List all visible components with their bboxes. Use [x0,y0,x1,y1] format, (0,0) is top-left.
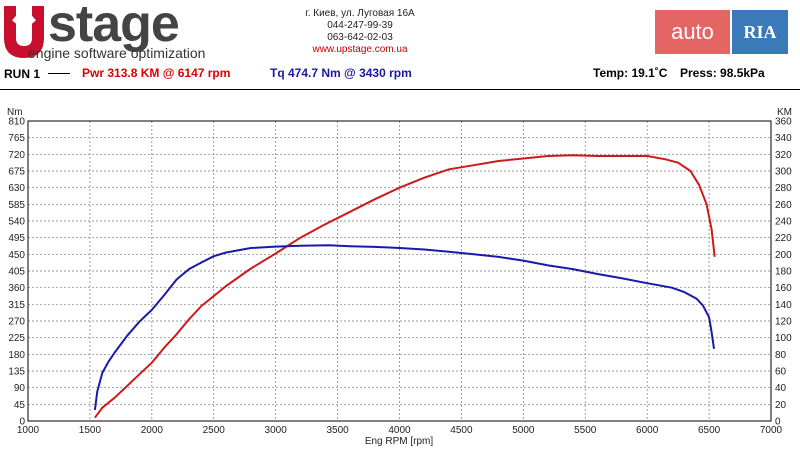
x-tick-label: 4000 [388,425,411,436]
power-summary: Pwr 313.8 KM @ 6147 rpm [82,66,231,80]
y-right-tick-label: 60 [775,367,787,378]
pressure-readout: Press: 98.5kPa [680,66,765,80]
y-left-tick-label: 585 [8,200,25,211]
chart-grid [28,121,771,421]
y-right-tick-label: 0 [775,417,781,428]
chart-series [93,154,716,419]
y-right-tick-label: 20 [775,400,787,411]
x-tick-label: 2500 [203,425,226,436]
contact-phone-1: 044-247-99-39 [327,20,393,31]
y-right-tick-label: 120 [775,317,792,328]
y-left-tick-label: 180 [8,350,25,361]
y-right-tick-label: 300 [775,167,792,178]
contact-website-link[interactable]: www.upstage.com.ua [312,44,408,55]
contact-address: г. Киев, ул. Луговая 16А [305,8,415,19]
y-right-tick-label: 260 [775,200,792,211]
y-left-tick-label: 225 [8,333,25,344]
y-right-tick-label: 220 [775,233,792,244]
y-left-tick-label: 315 [8,300,25,311]
temperature-readout: Temp: 19.1˚C [593,66,668,80]
torque-summary: Tq 474.7 Nm @ 3430 rpm [270,66,412,80]
plot-frame [27,120,772,422]
y-left-tick-label: 405 [8,267,25,278]
y-right-tick-label: 280 [775,183,792,194]
brand-tagline: engine software optimization [28,45,206,61]
header: stage engine software optimization г. Ки… [0,0,800,61]
x-tick-label: 2000 [141,425,164,436]
run-label: RUN 1 [4,67,41,81]
x-tick-label: 5000 [512,425,535,436]
y-left-tick-label: 810 [8,117,25,128]
x-tick-label: 3500 [326,425,349,436]
contact-phone-2: 063-642-02-03 [327,32,393,43]
autoria-watermark: auto RIA [655,10,788,54]
chart-axes: 1000 1500 2000 2500 3000 3500 4000 4500 5000 5500… [8,117,792,437]
y-left-tick-label: 495 [8,233,25,244]
y-right-tick-label: 240 [775,217,792,228]
x-tick-label: 3000 [265,425,288,436]
upstage-logo[interactable]: stage engine software optimization [2,0,252,61]
brand-name: stage [48,0,180,53]
x-tick-label: 5500 [574,425,597,436]
y-right-tick-label: 40 [775,383,787,394]
y-left-tick-label: 270 [8,317,25,328]
x-tick-label: 6500 [698,425,721,436]
x-tick-label: 1000 [17,425,40,436]
y-left-tick-label: 450 [8,250,25,261]
y-left-tick-label: 675 [8,167,25,178]
y-axis-right-label: KM [777,107,792,118]
y-left-tick-label: 90 [14,383,26,394]
x-tick-label: 1500 [79,425,102,436]
y-right-tick-label: 180 [775,267,792,278]
run-legend-line [48,73,70,74]
x-tick-label: 4500 [450,425,473,436]
y-left-tick-label: 540 [8,217,25,228]
y-right-tick-label: 320 [775,150,792,161]
y-left-tick-label: 0 [19,417,25,428]
y-right-tick-label: 160 [775,283,792,294]
y-left-tick-label: 45 [14,400,26,411]
x-axis-label: Eng RPM [rpm] [365,436,434,447]
y-left-tick-label: 360 [8,283,25,294]
torque-curve [93,244,715,411]
y-left-tick-label: 765 [8,133,25,144]
autoria-watermark-right: RIA [732,10,788,54]
y-axis-left-label: Nm [7,107,23,118]
contact-block: г. Киев, ул. Луговая 16А 044-247-99-39 0… [280,8,440,56]
run-summary: RUN 1 Pwr 313.8 KM @ 6147 rpm Tq 474.7 N… [0,63,800,83]
y-left-tick-label: 720 [8,150,25,161]
y-left-tick-label: 135 [8,367,25,378]
autoria-watermark-left: auto [655,10,730,54]
header-divider [0,89,800,90]
x-tick-label: 7000 [760,425,783,436]
x-tick-label: 6000 [636,425,659,436]
y-right-tick-label: 100 [775,333,792,344]
y-right-tick-label: 340 [775,133,792,144]
y-right-tick-label: 80 [775,350,787,361]
up-arrow-logo-icon [4,6,44,58]
y-right-tick-label: 200 [775,250,792,261]
y-left-tick-label: 630 [8,183,25,194]
power-curve [94,154,716,419]
y-right-tick-label: 360 [775,117,792,128]
y-right-tick-label: 140 [775,300,792,311]
